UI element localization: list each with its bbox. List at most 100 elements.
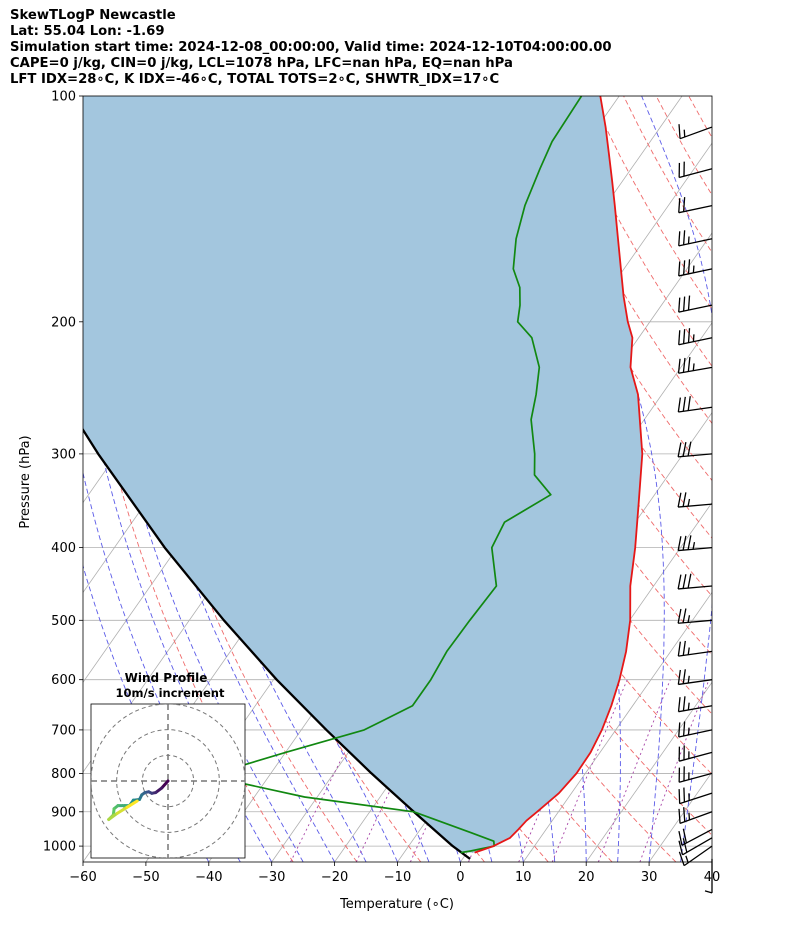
chart-title: SkewTLogP Newcastle xyxy=(10,8,176,23)
dry-adiabat xyxy=(623,96,712,254)
hodograph-subtitle: 10m/s increment xyxy=(116,686,225,700)
wind-barb xyxy=(678,161,713,179)
moist-adiabat xyxy=(641,96,712,862)
moist-adiabat xyxy=(711,859,712,862)
y-tick-label: 300 xyxy=(51,447,76,462)
y-tick-label: 100 xyxy=(51,90,76,105)
isotherm-line xyxy=(775,96,794,862)
wind-barb xyxy=(678,828,713,846)
x-tick-label: 10 xyxy=(515,870,532,885)
barb-feather xyxy=(682,721,686,736)
x-tick-label: −30 xyxy=(258,870,285,885)
barb-feather xyxy=(682,230,686,245)
barb-feather xyxy=(682,574,687,589)
barb-feather xyxy=(683,129,686,138)
y-tick-label: 600 xyxy=(51,673,76,688)
wind-barb xyxy=(678,721,713,738)
isotherm-line xyxy=(711,861,712,862)
moist-adiabat xyxy=(518,96,665,862)
cape-shading xyxy=(83,96,643,853)
isotherm-line xyxy=(648,771,712,862)
wind-barb xyxy=(678,787,713,805)
barb-feather xyxy=(678,808,681,824)
barb-feather xyxy=(682,696,686,711)
x-tick-label: 30 xyxy=(641,870,658,885)
barb-feather xyxy=(678,851,685,866)
wind-barbs xyxy=(677,124,713,894)
wind-barb xyxy=(678,328,713,346)
moist-adiabat xyxy=(113,268,336,862)
wind-barb xyxy=(678,197,713,214)
wind-barb xyxy=(678,845,713,867)
barb-feather xyxy=(682,838,688,853)
barb-feather xyxy=(682,357,686,373)
x-tick-label: −60 xyxy=(69,870,96,885)
barb-feather xyxy=(687,396,691,411)
barb-feather xyxy=(682,492,687,507)
wind-barb xyxy=(677,669,713,686)
indices-line-1: CAPE=0 j/kg, CIN=0 j/kg, LCL=1078 hPa, L… xyxy=(10,56,513,71)
mixing-ratio-line xyxy=(597,679,671,862)
barb-feather xyxy=(692,334,695,342)
wind-barb xyxy=(677,573,713,590)
hodograph-inset: Wind Profile 10m/s increment xyxy=(90,671,246,859)
barb-feather xyxy=(688,812,691,821)
y-tick-label: 400 xyxy=(51,541,76,556)
isotherm-line xyxy=(585,681,712,862)
y-tick-label: 200 xyxy=(51,315,76,330)
barb-feather xyxy=(678,722,681,738)
hodograph-segment xyxy=(107,811,119,821)
barb-feather xyxy=(692,363,695,371)
time-line: Simulation start time: 2024-12-08_00:00:… xyxy=(10,40,612,55)
wind-barb xyxy=(677,441,713,458)
wind-barb xyxy=(677,396,713,413)
barb-feather xyxy=(677,697,681,712)
dry-adiabat xyxy=(492,96,712,482)
wind-barb xyxy=(678,230,713,247)
barb-feather xyxy=(678,297,681,313)
hodograph-segment xyxy=(115,805,129,815)
y-tick-label: 800 xyxy=(51,767,76,782)
mixing-ratio-line xyxy=(639,679,710,862)
barb-feather xyxy=(682,608,687,623)
moist-adiabat xyxy=(95,296,304,862)
barb-feather xyxy=(678,231,681,246)
dry-adiabat xyxy=(721,96,794,862)
hodograph-segment xyxy=(125,799,139,809)
wind-barb xyxy=(678,295,713,313)
cape-area xyxy=(83,96,643,853)
barb-feather xyxy=(677,608,682,624)
barb-feather xyxy=(687,328,691,343)
barb-feather xyxy=(678,261,681,276)
barb-feather xyxy=(683,787,686,803)
x-tick-label: −50 xyxy=(132,870,159,885)
barb-feather xyxy=(685,855,689,863)
wind-barb xyxy=(677,696,713,713)
barb-feather xyxy=(682,329,686,344)
location-line: Lat: 55.04 Lon: -1.69 xyxy=(10,24,165,39)
indices-line-2: LFT IDX=28∘C, K IDX=-46∘C, TOTAL TOTS=2∘… xyxy=(10,72,500,87)
wind-barb xyxy=(677,492,713,508)
barb-feather xyxy=(687,259,691,274)
barb-feather xyxy=(687,356,691,372)
mixing-ratio-line xyxy=(551,679,628,862)
barb-feather xyxy=(678,789,681,804)
barb-feather xyxy=(704,890,713,894)
barb-feather xyxy=(682,640,686,656)
wind-barb xyxy=(678,766,713,783)
hodograph-title: Wind Profile xyxy=(125,671,208,685)
wind-barb xyxy=(678,745,713,762)
wind-barb xyxy=(678,124,713,140)
barb-feather xyxy=(677,442,682,457)
barb-feather xyxy=(678,330,681,345)
dewpoint-profile-line xyxy=(228,96,583,854)
x-tick-label: −40 xyxy=(195,870,222,885)
wind-barb xyxy=(677,535,713,552)
barb-feather xyxy=(687,236,690,244)
barb-feather xyxy=(682,260,686,275)
barb-feather xyxy=(682,669,686,684)
x-tick-label: −10 xyxy=(384,870,411,885)
y-tick-label: 700 xyxy=(51,723,76,738)
barb-feather xyxy=(678,124,681,139)
